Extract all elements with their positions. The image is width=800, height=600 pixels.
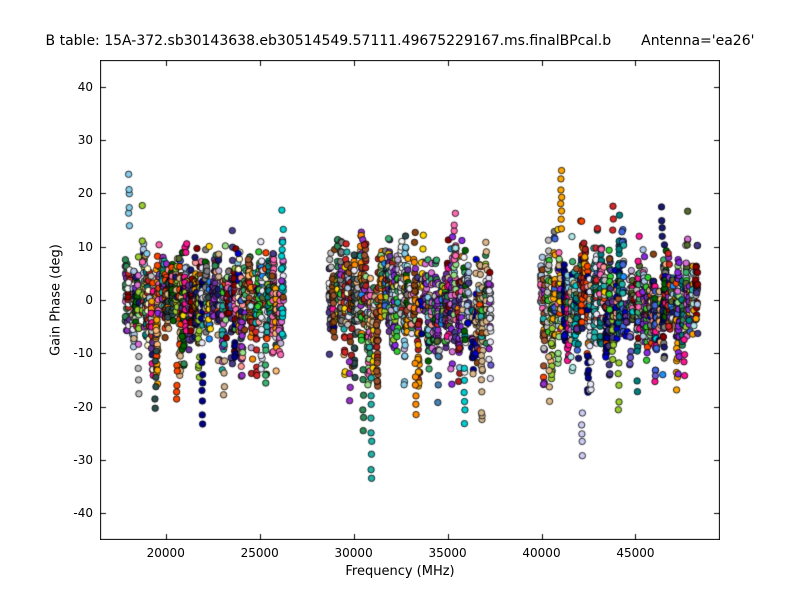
scatter-canvas [100,60,720,540]
x-tick-label: 35000 [428,546,467,560]
y-tick-label: 0 [85,293,93,307]
y-tick-label: 30 [77,133,93,147]
y-tick-label: 10 [77,239,93,254]
plot-title: B table: 15A-372.sb30143638.eb30514549.5… [45,33,612,49]
antenna-annotation: Antenna='ea26' [641,33,755,49]
x-tick-label: 30000 [334,546,373,560]
x-axis-label: Frequency (MHz) [345,564,455,579]
x-tick-label: 45000 [616,546,655,560]
y-tick-label: -40 [73,506,93,521]
y-tick-label: -20 [73,399,93,414]
x-tick-label: 20000 [146,546,185,560]
y-tick-label: 20 [77,186,93,201]
y-tick-label: 40 [77,79,93,94]
y-tick-label: -10 [73,346,93,361]
chart-title-row: B table: 15A-372.sb30143638.eb30514549.5… [0,33,800,49]
x-tick-label: 40000 [522,546,561,560]
y-tick-label: -30 [73,453,93,467]
x-tick-label: 25000 [240,546,279,560]
